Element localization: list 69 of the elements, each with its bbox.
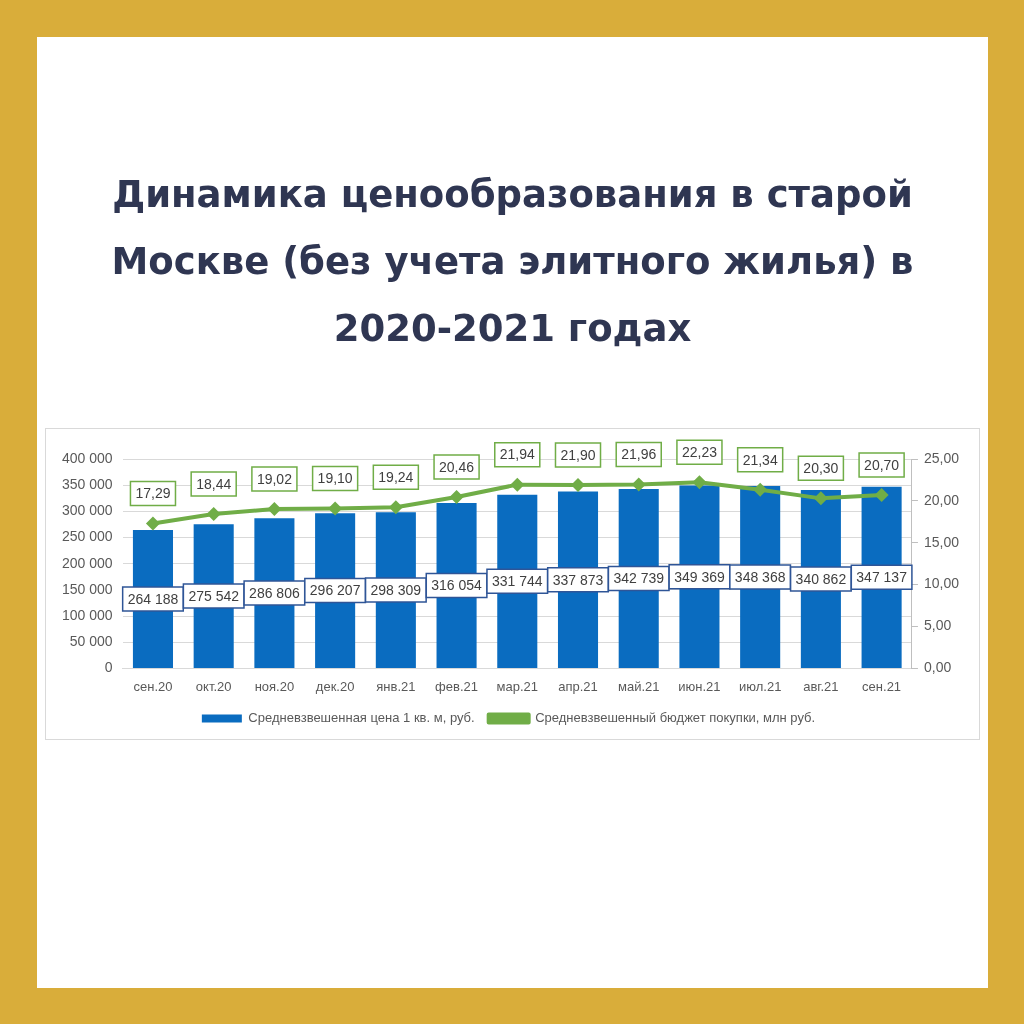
data-label: 298 309 [370,581,422,598]
x-tick-label: май.21 [617,678,660,694]
data-label: 264 188 [127,590,179,607]
point [388,500,403,515]
data-label: 349 369 [674,568,725,585]
point [449,490,464,505]
x-tick-label: янв.21 [376,678,416,694]
x-tick-label: июл.21 [738,678,782,694]
y-tick-label: 400 000 [62,449,113,466]
y2-tick-label: 25,00 [923,449,960,466]
y-tick-label: 50 000 [69,633,113,650]
y2-tick-label: 15,00 [923,533,960,550]
x-tick-label: фев.21 [435,678,479,694]
point [206,506,221,521]
x-tick-label: сен.21 [862,678,902,694]
x-tick-label: апр.21 [558,678,598,694]
chart-title: Динамика ценообразования в старой Москве (без учета элитного жилья) в 2020-2021 годах [110,172,915,352]
data-label: 21,34 [742,451,778,468]
y-tick-label: 200 000 [62,554,113,571]
x-tick-label: сен.20 [133,678,173,694]
point [145,516,160,531]
y-tick-label: 300 000 [62,502,113,519]
point [753,482,768,497]
data-label: 347 137 [856,569,908,586]
y2-tick-label: 10,00 [923,575,960,592]
data-label: 340 862 [795,570,847,587]
data-label: 20,70 [864,456,900,473]
data-label: 21,96 [621,446,657,463]
data-label: 17,29 [135,485,171,502]
data-label: 22,23 [681,444,718,461]
data-label: 20,30 [803,460,839,477]
data-label: 19,24 [378,469,414,486]
y2-tick-label: 20,00 [923,491,960,508]
data-label: 296 207 [309,582,361,599]
data-label: 20,46 [439,458,475,475]
point [267,502,282,517]
data-label: 19,10 [317,470,353,487]
x-tick-label: ноя.20 [254,678,295,694]
x-tick-label: дек.20 [315,678,355,694]
data-label: 286 806 [249,584,300,601]
y-tick-label: 0 [104,659,113,676]
data-label: 337 873 [552,571,604,588]
point [510,477,525,492]
point [328,501,343,516]
data-label: 21,94 [499,446,536,463]
point [692,475,707,490]
y-tick-label: 250 000 [62,528,113,545]
data-label: 348 368 [734,568,786,585]
data-label: 316 054 [431,577,483,594]
y2-tick-label: 0,00 [923,659,952,676]
legend-label: Средневзвешенная цена 1 кв. м, руб. [248,710,475,726]
y2-tick-label: 5,00 [923,617,952,634]
x-tick-label: авг.21 [803,678,839,694]
point [631,477,646,492]
data-label: 331 744 [491,573,543,590]
x-tick-label: июн.21 [678,678,721,694]
data-label: 18,44 [196,475,232,492]
data-label: 275 542 [188,587,240,604]
y-tick-label: 150 000 [62,580,113,597]
data-label: 19,02 [256,470,293,487]
x-tick-label: окт.20 [195,678,232,694]
point [874,488,889,503]
data-label: 342 739 [613,570,665,587]
y-tick-label: 100 000 [62,606,113,623]
x-tick-label: мар.21 [496,678,539,694]
y-tick-label: 350 000 [62,476,113,493]
data-label: 21,90 [560,446,596,463]
point [813,491,828,506]
legend-label: Средневзвешенный бюджет покупки, млн руб. [535,710,816,726]
